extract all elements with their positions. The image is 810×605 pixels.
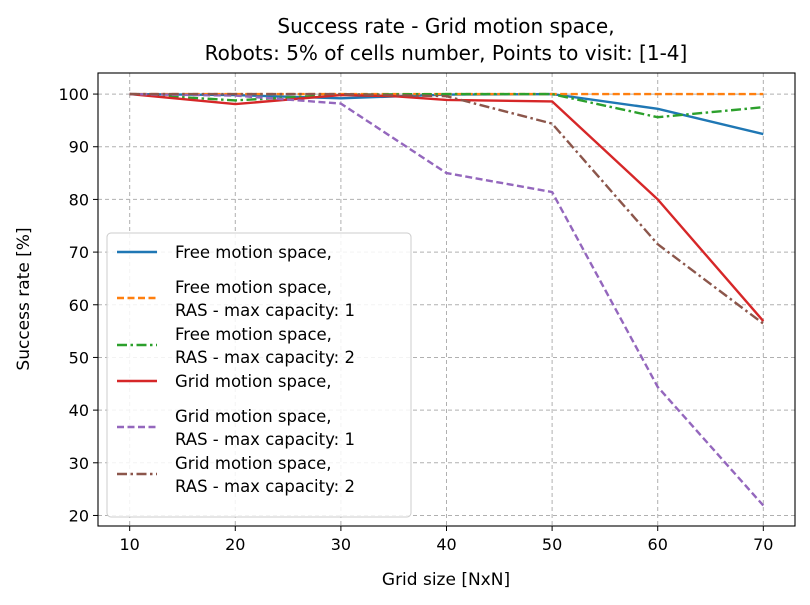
y-axis-label: Success rate [%] bbox=[14, 227, 34, 370]
y-tick-label: 100 bbox=[58, 85, 89, 104]
x-tick-label: 40 bbox=[436, 535, 456, 554]
x-tick-label: 60 bbox=[648, 535, 668, 554]
y-tick-label: 20 bbox=[69, 506, 89, 525]
legend-label-6: Grid motion space, bbox=[175, 454, 332, 473]
chart-title-line-1: Success rate - Grid motion space, bbox=[277, 14, 614, 38]
legend-label-3: Free motion space, bbox=[175, 325, 332, 344]
series-line-5 bbox=[129, 92, 765, 507]
legend-label-5: RAS - max capacity: 1 bbox=[175, 430, 355, 449]
x-axis-label: Grid size [NxN] bbox=[382, 570, 510, 590]
legend-label-1: Free motion space, bbox=[175, 243, 332, 262]
legend-label-4: Grid motion space, bbox=[175, 372, 332, 391]
y-axis: 20 30 40 50 60 70 80 90 100 bbox=[58, 85, 98, 525]
legend: Free motion space, Free motion space, RAS … bbox=[106, 232, 412, 518]
y-tick-label: 90 bbox=[69, 138, 89, 157]
series-line-4 bbox=[129, 92, 765, 322]
y-tick-label: 70 bbox=[69, 243, 89, 262]
x-axis: 10 20 30 40 50 60 70 bbox=[120, 526, 773, 554]
legend-label-5: Grid motion space, bbox=[175, 407, 332, 426]
legend-box bbox=[106, 232, 412, 518]
series-line-6 bbox=[129, 92, 765, 325]
x-tick-label: 20 bbox=[225, 535, 245, 554]
legend-label-6: RAS - max capacity: 2 bbox=[175, 477, 355, 496]
y-tick-label: 80 bbox=[69, 190, 89, 209]
chart-title-line-2: Robots: 5% of cells number, Points to vi… bbox=[205, 41, 688, 65]
y-tick-label: 50 bbox=[69, 348, 89, 367]
x-tick-label: 50 bbox=[542, 535, 562, 554]
legend-label-2: RAS - max capacity: 1 bbox=[175, 301, 355, 320]
y-tick-label: 60 bbox=[69, 296, 89, 315]
y-tick-label: 30 bbox=[69, 454, 89, 473]
series-layer bbox=[129, 92, 765, 507]
legend-label-2: Free motion space, bbox=[175, 278, 332, 297]
series-line-3 bbox=[129, 92, 764, 119]
x-tick-label: 10 bbox=[120, 535, 140, 554]
x-tick-label: 70 bbox=[753, 535, 773, 554]
x-tick-label: 30 bbox=[331, 535, 351, 554]
legend-label-3: RAS - max capacity: 2 bbox=[175, 348, 355, 367]
y-tick-label: 40 bbox=[69, 401, 89, 420]
